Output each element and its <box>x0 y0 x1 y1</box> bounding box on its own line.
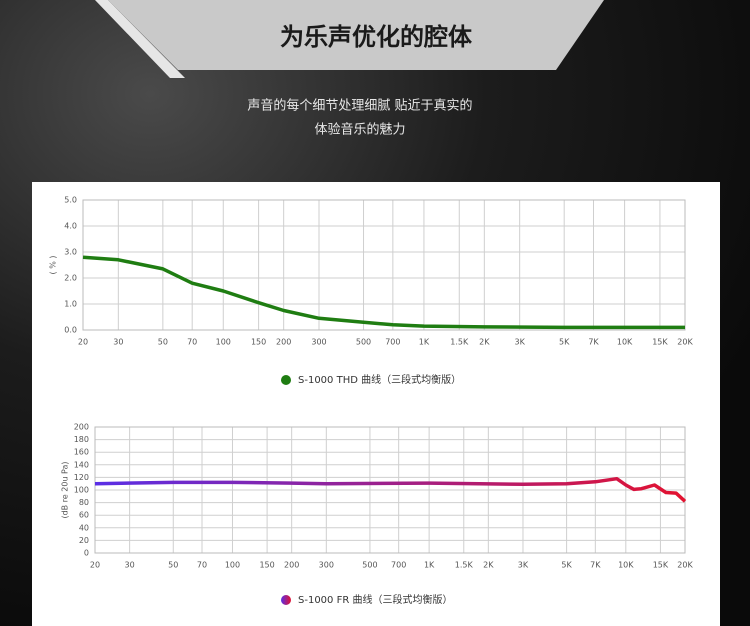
x-tick-label: 1K <box>424 561 435 570</box>
y-axis-label: ( % ) <box>49 256 58 275</box>
plot-frame <box>82 199 686 331</box>
y-tick-label: 140 <box>74 460 89 469</box>
x-tick-label: 100 <box>216 338 231 347</box>
x-tick-label: 2K <box>479 338 490 347</box>
y-axis-label: (dB re 20u Pa) <box>61 461 70 518</box>
y-tick-label: 3.0 <box>64 248 77 257</box>
x-tick-label: 200 <box>276 338 291 347</box>
subtitle-line: 体验音乐的魅力 <box>314 122 405 138</box>
x-tick-label: 50 <box>168 561 178 570</box>
x-tick-label: 150 <box>251 338 266 347</box>
y-tick-label: 0.0 <box>64 326 77 335</box>
x-tick-label: 7K <box>588 338 599 347</box>
legend-label: S-1000 FR 曲线（三段式均衡版） <box>298 593 452 606</box>
y-tick-label: 180 <box>74 435 89 444</box>
x-tick-label: 20K <box>677 561 693 570</box>
x-tick-label: 500 <box>362 561 377 570</box>
plot-frame <box>94 426 686 554</box>
x-tick-label: 70 <box>187 338 197 347</box>
y-tick-label: 120 <box>74 473 89 482</box>
y-tick-label: 1.0 <box>64 300 77 309</box>
x-tick-label: 20K <box>677 338 693 347</box>
x-tick-label: 100 <box>225 561 240 570</box>
x-tick-label: 10K <box>618 561 634 570</box>
x-tick-label: 30 <box>125 561 135 570</box>
legend-marker <box>281 595 291 605</box>
y-tick-label: 60 <box>79 511 89 520</box>
x-tick-label: 150 <box>259 561 274 570</box>
x-tick-label: 1.5K <box>450 338 469 347</box>
x-tick-label: 1K <box>419 338 430 347</box>
x-tick-label: 300 <box>319 561 334 570</box>
y-tick-label: 2.0 <box>64 274 77 283</box>
banner-band <box>108 0 604 70</box>
x-tick-label: 300 <box>311 338 326 347</box>
y-tick-label: 40 <box>79 523 89 532</box>
y-tick-label: 5.0 <box>64 196 77 205</box>
x-tick-label: 30 <box>113 338 123 347</box>
x-tick-label: 10K <box>617 338 633 347</box>
x-tick-label: 5K <box>561 561 572 570</box>
x-tick-label: 500 <box>356 338 371 347</box>
x-tick-label: 15K <box>652 338 668 347</box>
y-tick-label: 200 <box>74 423 89 432</box>
x-tick-label: 70 <box>197 561 207 570</box>
x-tick-label: 5K <box>559 338 570 347</box>
y-tick-label: 160 <box>74 448 89 457</box>
x-tick-label: 50 <box>158 338 168 347</box>
x-tick-label: 15K <box>653 561 669 570</box>
y-tick-label: 80 <box>79 498 89 507</box>
x-tick-label: 1.5K <box>455 561 474 570</box>
y-tick-label: 0 <box>84 549 89 558</box>
legend-label: S-1000 THD 曲线（三段式均衡版） <box>298 373 461 386</box>
x-tick-label: 7K <box>590 561 601 570</box>
y-tick-label: 100 <box>74 486 89 495</box>
chart-panel <box>32 182 720 626</box>
x-tick-label: 200 <box>284 561 299 570</box>
subtitle-line: 声音的每个细节处理细腻 贴近于真实的 <box>247 98 472 114</box>
x-tick-label: 3K <box>518 561 529 570</box>
banner-stripe <box>95 0 185 78</box>
legend-marker <box>281 375 291 385</box>
x-tick-label: 700 <box>391 561 406 570</box>
banner-title: 为乐声优化的腔体 <box>280 23 473 51</box>
x-tick-label: 3K <box>514 338 525 347</box>
x-tick-label: 20 <box>90 561 100 570</box>
x-tick-label: 700 <box>385 338 400 347</box>
y-tick-label: 20 <box>79 536 89 545</box>
x-tick-label: 2K <box>483 561 494 570</box>
series-line <box>82 255 685 330</box>
series-line <box>94 476 687 503</box>
y-tick-label: 4.0 <box>64 222 77 231</box>
x-tick-label: 20 <box>78 338 88 347</box>
